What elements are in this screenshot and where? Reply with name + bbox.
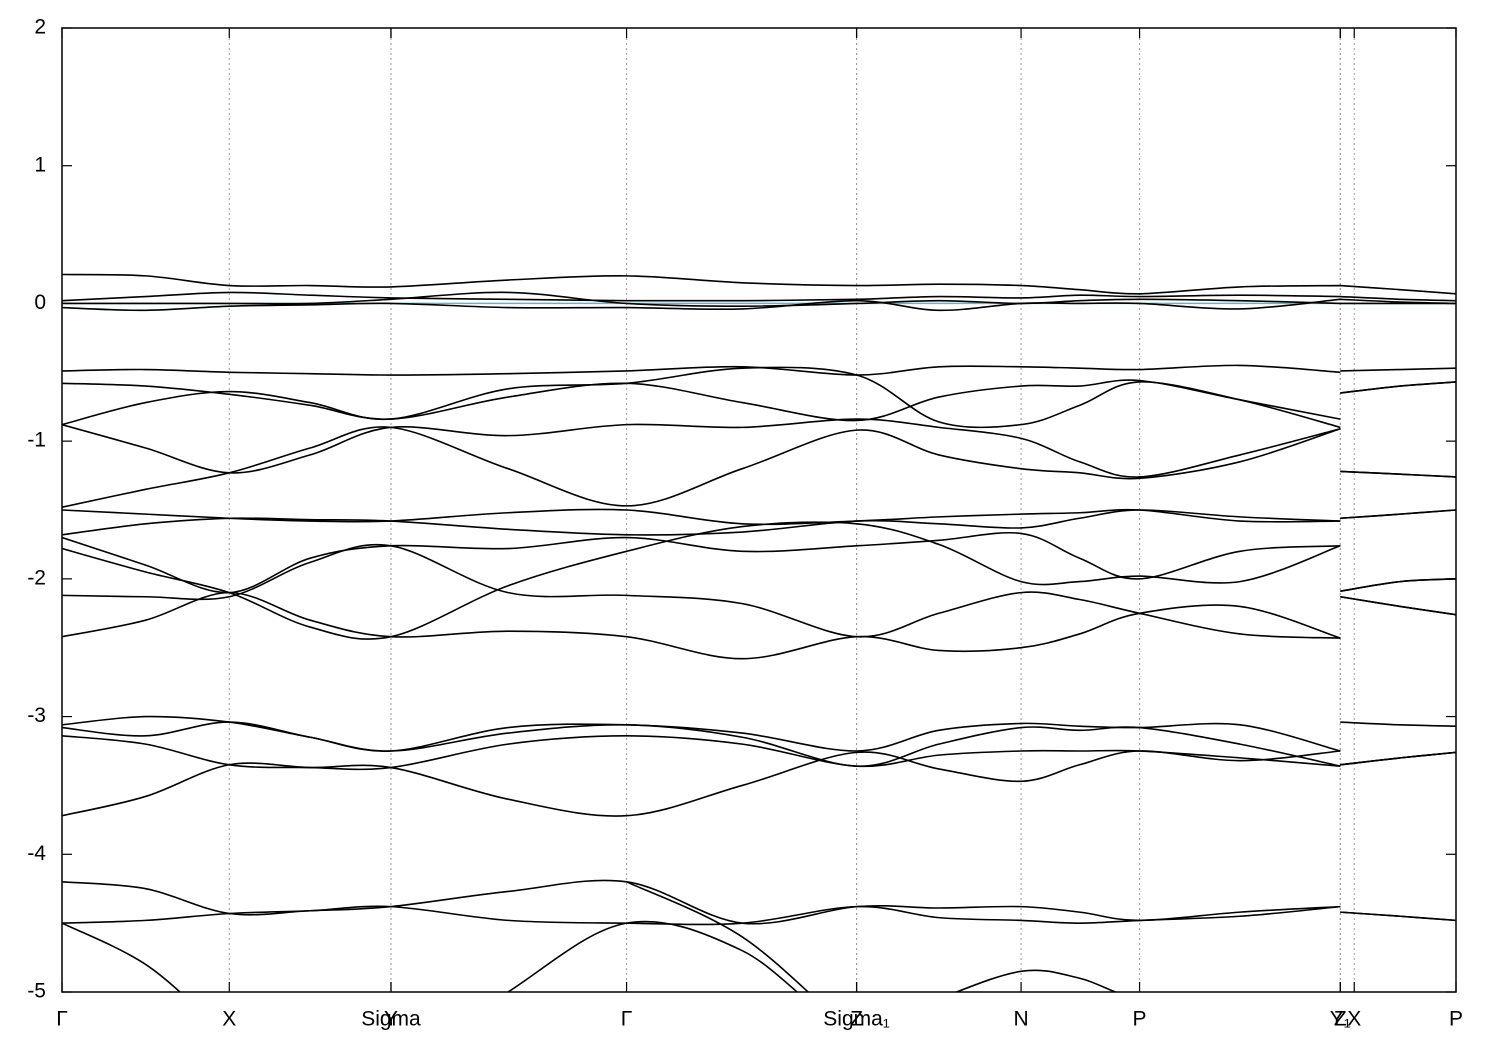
band (626, 881, 810, 992)
x-tick-label: Y (384, 1008, 398, 1031)
bands (62, 273, 1456, 992)
band (62, 298, 1456, 312)
band (62, 364, 1456, 376)
x-tick-label: Γ (621, 1008, 633, 1031)
band (62, 750, 1456, 817)
y-tick-label: -5 (27, 980, 46, 1003)
x-tick-label: X (222, 1008, 236, 1031)
y-tick-label: 2 (34, 16, 46, 39)
x-tick-label: Sigma (361, 1008, 421, 1031)
y-tick-label: -1 (27, 429, 46, 452)
plot-frame (61, 27, 1457, 993)
band (62, 521, 1456, 640)
x-tick-label: Sigma₁ (823, 1008, 890, 1031)
y-tick-label: 0 (34, 291, 46, 314)
band (62, 509, 1456, 536)
band (62, 291, 1456, 302)
band (62, 273, 1456, 295)
band (62, 366, 1456, 429)
x-tick-label: Z (1334, 1008, 1347, 1031)
band (62, 591, 1456, 660)
band (62, 418, 1456, 478)
y-tick-label: -2 (27, 566, 46, 589)
y-tick-label: -3 (27, 704, 46, 727)
y-tick-label: 1 (34, 153, 46, 176)
x-tick-label: X (1347, 1008, 1361, 1031)
band (62, 531, 1456, 594)
band (62, 379, 1456, 422)
y-tick-label: -4 (27, 842, 46, 865)
band (62, 879, 1456, 925)
x-tick-label: Γ (56, 1008, 68, 1031)
x-tick-label: P (1133, 1008, 1147, 1031)
x-tick-label: Y₁ (1330, 1008, 1351, 1031)
grid (61, 28, 1457, 992)
x-tick-label: N (1013, 1008, 1028, 1031)
band (62, 905, 1456, 926)
band (62, 920, 1118, 992)
x-tick-label: P (1449, 1008, 1463, 1031)
x-tick-label: Z (850, 1008, 863, 1031)
band (62, 426, 1456, 509)
band (62, 721, 1456, 767)
band (62, 543, 1456, 639)
